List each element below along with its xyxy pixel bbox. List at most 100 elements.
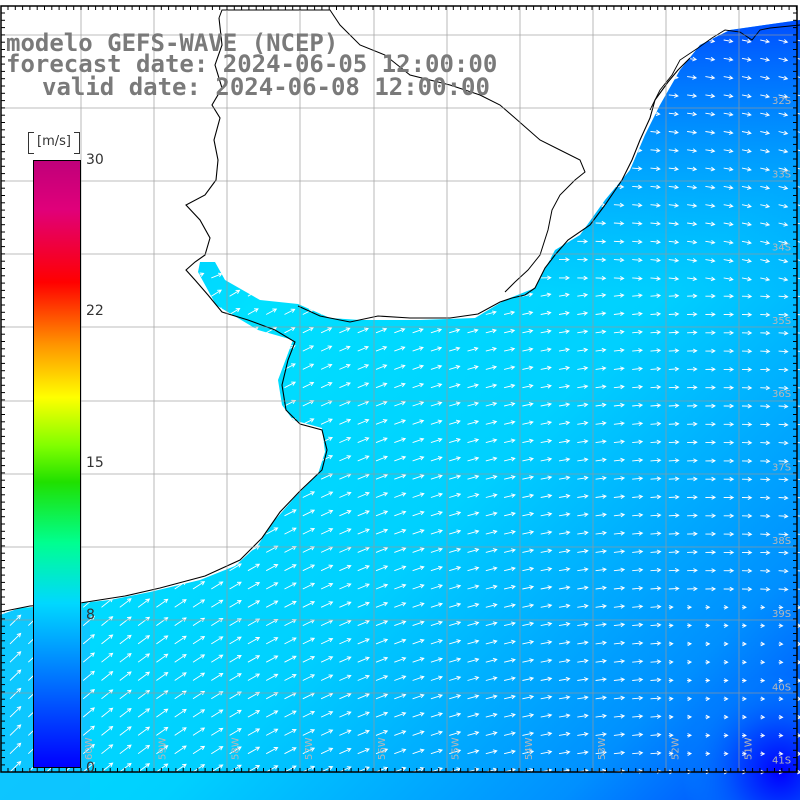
wind-arrow [705,440,716,445]
wind-arrow [449,639,462,645]
wind-arrow [760,130,771,136]
wind-arrow [211,636,224,645]
wind-arrow [778,513,789,519]
wind-arrow [741,550,753,555]
wind-arrow [540,420,553,426]
wind-arrow [522,694,535,700]
wind-arrow [247,655,261,663]
wind-arrow [412,638,425,645]
colorbar-tick: 8 [86,607,95,623]
wind-arrow [430,474,443,480]
wind-arrow [320,674,334,681]
wind-arrow [357,510,370,517]
wind-arrow [577,366,589,371]
wind-arrow [796,94,800,99]
wind-arrow [668,239,680,245]
wind-arrow [265,710,279,718]
wind-arrow [229,673,242,681]
wind-arrow [558,257,570,262]
wind-arrow [778,185,789,191]
wind-arrow [668,366,680,372]
wind-arrow [613,457,626,463]
wind-arrow [119,598,132,608]
wind-arrow [613,348,625,353]
wind-arrow [577,475,589,481]
wind-arrow [723,57,734,62]
wind-arrow [522,658,535,663]
wind-arrow [650,641,662,646]
wind-arrow [82,688,95,700]
wind-arrow [741,586,753,592]
wind-arrow [229,654,242,663]
wind-arrow [540,512,553,517]
wind-arrow [760,38,771,44]
wind-arrow [687,678,693,683]
wind-arrow [284,381,297,389]
wind-arrow [723,93,734,99]
wind-arrow [705,385,716,390]
wind-arrow [632,166,643,171]
wind-arrow [668,604,674,610]
wind-arrow [339,418,352,425]
wind-arrow [558,275,570,281]
wind-arrow [302,637,316,645]
wind-arrow [503,420,516,425]
wind-arrow [796,495,800,501]
wind-arrow [320,765,334,773]
wind-arrow [357,656,370,663]
wind-arrow [229,636,242,645]
wind-arrow [449,566,462,572]
wind-arrow [467,401,480,407]
wind-arrow [357,748,370,755]
wind-arrow [540,621,553,627]
wind-arrow [522,457,534,462]
wind-arrow [320,418,333,425]
wind-arrow [595,494,607,499]
wind-arrow [522,585,535,590]
wind-arrow [467,566,480,572]
wind-arrow [632,512,644,518]
wind-arrow [668,476,680,482]
wind-arrow [302,710,316,718]
wind-arrow [302,729,316,736]
wind-arrow [723,623,729,628]
wind-arrow [778,240,789,245]
wind-arrow [558,658,571,664]
wind-arrow [723,330,735,336]
wind-arrow [687,75,698,80]
wind-arrow [558,329,570,334]
wind-arrow [595,220,607,226]
wind-arrow [723,714,729,720]
wind-arrow [741,513,753,519]
wind-arrow [760,385,771,391]
wind-arrow [723,531,735,537]
wind-arrow [668,641,674,647]
wind-arrow [741,458,753,464]
wind-arrow [577,347,589,353]
wind-arrow [265,527,279,535]
wind-arrow [375,510,389,517]
wind-arrow [723,367,735,372]
valid-date: valid date: 2024-06-08 12:00:00 [42,73,490,101]
wind-arrow [485,438,498,444]
wind-arrow [302,491,316,498]
wind-arrow [650,276,662,281]
wind-arrow [687,733,693,738]
wind-arrow [357,711,370,718]
wind-arrow [284,637,297,645]
wind-arrow [668,494,680,500]
wind-arrow [650,239,661,245]
wind-arrow [540,530,553,535]
wind-arrow [741,696,747,702]
wind-arrow [211,764,224,773]
wind-arrow [320,601,334,608]
wind-arrow [778,477,789,482]
wind-arrow [760,112,771,117]
wind-arrow [796,294,800,299]
wind-arrow [412,730,425,736]
wind-arrow [778,112,789,117]
wind-arrow [705,221,716,227]
wind-arrow [632,257,643,263]
wind-arrow [229,728,242,736]
wind-arrow [778,751,784,757]
